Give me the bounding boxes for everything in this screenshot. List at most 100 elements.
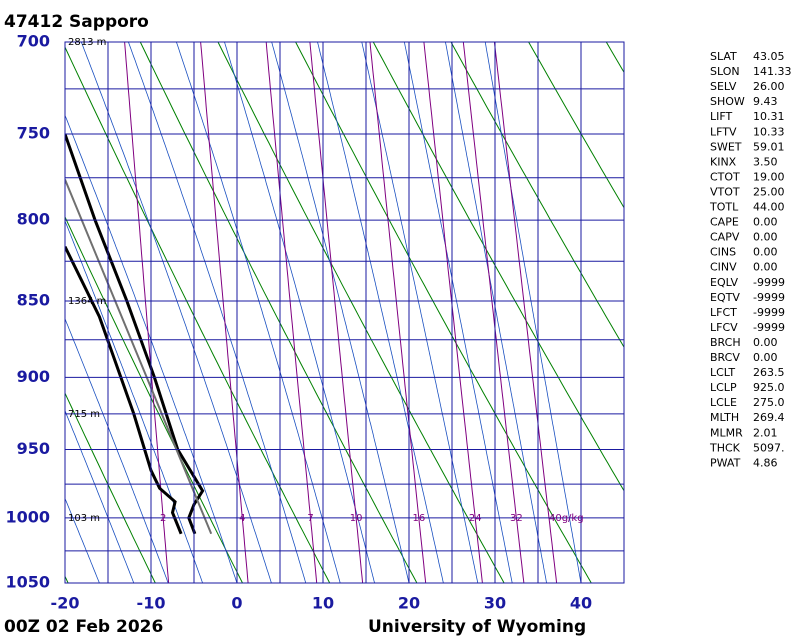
- y-tick-label: 900: [17, 367, 50, 386]
- plot-frame: [64, 41, 625, 584]
- index-value: 5097.: [753, 441, 785, 454]
- mixing-ratio-label: 7: [307, 513, 313, 524]
- moist-adiabat: [65, 409, 135, 583]
- height-label: 2813 m: [68, 37, 106, 48]
- mixing-ratio-label: 40g/kg: [549, 513, 584, 524]
- x-tick-label: -20: [51, 594, 80, 613]
- index-name: THCK: [709, 441, 741, 454]
- index-name: LIFT: [710, 110, 733, 123]
- height-label: 1364 m: [68, 296, 106, 307]
- index-value: 25.00: [753, 185, 785, 198]
- mixing-ratio-label: 10: [350, 513, 363, 524]
- moist-adiabat: [224, 42, 375, 583]
- index-value: 0.00: [753, 231, 778, 244]
- y-tick-label: 700: [17, 32, 50, 51]
- mixing-ratio-label: 2: [160, 513, 166, 524]
- index-value: 26.00: [753, 80, 785, 93]
- y-tick-label: 750: [17, 124, 50, 143]
- index-name: LCLE: [710, 396, 737, 409]
- x-tick-label: -10: [137, 594, 166, 613]
- index-value: 43.05: [753, 50, 785, 63]
- index-name: CINV: [710, 261, 737, 274]
- index-value: 4.86: [753, 456, 778, 469]
- index-value: 2.01: [753, 426, 778, 439]
- profile-line: [65, 245, 183, 535]
- moist-adiabat: [271, 42, 410, 583]
- mixing-ratio-line: [200, 42, 249, 583]
- moist-adiabat: [484, 42, 582, 583]
- footer-right: University of Wyoming: [368, 617, 586, 637]
- x-tick-label: 10: [312, 594, 334, 613]
- dry-adiabat: [372, 42, 624, 492]
- mixing-ratio-line: [493, 42, 558, 583]
- index-value: 10.31: [753, 110, 785, 123]
- index-name: CTOT: [710, 170, 740, 183]
- index-name: LCLT: [710, 366, 735, 379]
- y-tick-label: 1050: [5, 573, 50, 592]
- index-name: SLON: [710, 65, 740, 78]
- y-tick-label: 1000: [5, 507, 50, 526]
- index-name: TOTL: [709, 201, 739, 214]
- index-name: KINX: [710, 155, 737, 168]
- index-name: LFCV: [710, 321, 738, 334]
- height-label: 103 m: [68, 513, 100, 524]
- index-value: 925.0: [753, 381, 785, 394]
- y-tick-label: 850: [17, 291, 50, 310]
- index-name: LCLP: [710, 381, 737, 394]
- index-value: 10.33: [753, 125, 785, 138]
- index-value: -9999: [753, 276, 785, 289]
- index-name: LFTV: [710, 125, 737, 138]
- index-value: 59.01: [753, 140, 785, 153]
- index-value: 0.00: [753, 246, 778, 259]
- index-name: CAPV: [710, 231, 740, 244]
- index-name: MLMR: [710, 426, 743, 439]
- x-tick-label: 0: [231, 594, 242, 613]
- index-value: 0.00: [753, 351, 778, 364]
- index-value: 0.00: [753, 336, 778, 349]
- index-value: 0.00: [753, 261, 778, 274]
- mixing-ratio-label: 4: [239, 513, 245, 524]
- index-value: -9999: [753, 306, 785, 319]
- index-value: 9.43: [753, 95, 778, 108]
- footer-left: 00Z 02 Feb 2026: [4, 617, 163, 637]
- index-name: BRCH: [710, 336, 741, 349]
- index-name: BRCV: [710, 351, 740, 364]
- index-value: 19.00: [753, 170, 785, 183]
- index-name: VTOT: [710, 185, 740, 198]
- index-value: 0.00: [753, 216, 778, 229]
- height-label: 715 m: [68, 409, 100, 420]
- x-tick-label: 40: [570, 594, 592, 613]
- index-value: 3.50: [753, 155, 778, 168]
- index-value: 44.00: [753, 201, 785, 214]
- index-name: SELV: [710, 80, 737, 93]
- index-name: PWAT: [710, 456, 741, 469]
- dry-adiabat: [139, 42, 418, 583]
- mixing-ratio-line: [462, 42, 525, 583]
- index-value: 263.5: [753, 366, 785, 379]
- index-value: 141.33: [753, 65, 792, 78]
- index-value: 275.0: [753, 396, 785, 409]
- mixing-ratio-line: [423, 42, 483, 583]
- index-name: EQTV: [710, 291, 740, 304]
- moist-adiabat: [65, 497, 100, 583]
- mixing-ratio-label: 16: [412, 513, 425, 524]
- index-name: LFCT: [710, 306, 737, 319]
- mixing-ratio-label: 24: [469, 513, 482, 524]
- index-name: SHOW: [710, 95, 745, 108]
- index-value: 269.4: [753, 411, 785, 424]
- profile-line: [65, 179, 213, 535]
- dry-adiabat: [65, 391, 156, 583]
- moist-adiabat: [128, 42, 307, 583]
- mixing-ratio-label: 32: [510, 513, 523, 524]
- y-tick-label: 950: [17, 439, 50, 458]
- x-tick-label: 30: [484, 594, 506, 613]
- index-name: SWET: [710, 140, 742, 153]
- y-tick-label: 800: [17, 210, 50, 229]
- index-name: SLAT: [710, 50, 737, 63]
- index-name: EQLV: [710, 276, 739, 289]
- index-name: CINS: [710, 246, 736, 259]
- x-tick-label: 20: [398, 594, 420, 613]
- chart-title: 47412 Sapporo: [4, 12, 149, 32]
- dry-adiabat: [528, 42, 624, 209]
